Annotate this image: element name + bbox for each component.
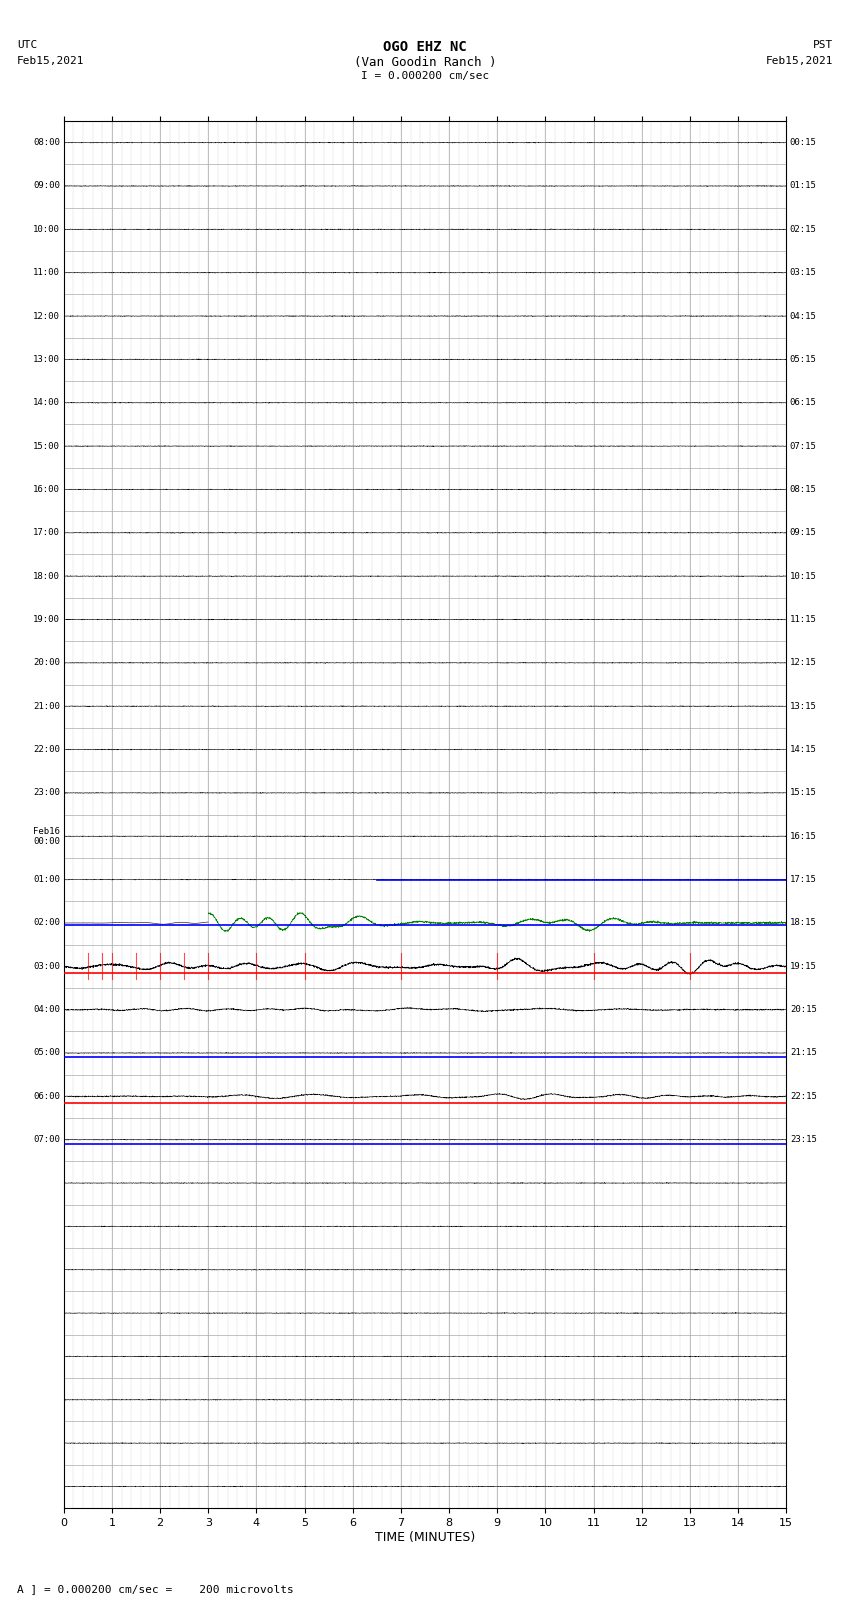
Text: 23:15: 23:15 — [790, 1136, 817, 1144]
Text: 18:00: 18:00 — [33, 571, 60, 581]
Text: I = 0.000200 cm/sec: I = 0.000200 cm/sec — [361, 71, 489, 81]
Text: 22:00: 22:00 — [33, 745, 60, 753]
Text: 13:00: 13:00 — [33, 355, 60, 365]
Text: (Van Goodin Ranch ): (Van Goodin Ranch ) — [354, 56, 496, 69]
Text: 20:15: 20:15 — [790, 1005, 817, 1015]
Text: 06:00: 06:00 — [33, 1092, 60, 1100]
Text: 04:00: 04:00 — [33, 1005, 60, 1015]
Text: 01:00: 01:00 — [33, 876, 60, 884]
Text: 21:00: 21:00 — [33, 702, 60, 711]
Text: UTC: UTC — [17, 40, 37, 50]
Text: 02:15: 02:15 — [790, 224, 817, 234]
Text: 14:00: 14:00 — [33, 398, 60, 406]
Text: 15:15: 15:15 — [790, 789, 817, 797]
Text: 12:15: 12:15 — [790, 658, 817, 668]
Text: 02:00: 02:00 — [33, 918, 60, 927]
Text: Feb15,2021: Feb15,2021 — [766, 56, 833, 66]
Text: 20:00: 20:00 — [33, 658, 60, 668]
Text: 17:15: 17:15 — [790, 876, 817, 884]
Text: 05:15: 05:15 — [790, 355, 817, 365]
Text: 22:15: 22:15 — [790, 1092, 817, 1100]
Text: 11:15: 11:15 — [790, 615, 817, 624]
Text: 08:15: 08:15 — [790, 486, 817, 494]
Text: 23:00: 23:00 — [33, 789, 60, 797]
Text: 01:15: 01:15 — [790, 182, 817, 190]
Text: Feb16
00:00: Feb16 00:00 — [33, 826, 60, 845]
Text: 09:15: 09:15 — [790, 529, 817, 537]
Text: 13:15: 13:15 — [790, 702, 817, 711]
Text: 04:15: 04:15 — [790, 311, 817, 321]
Text: 08:00: 08:00 — [33, 139, 60, 147]
Text: 11:00: 11:00 — [33, 268, 60, 277]
Text: 03:15: 03:15 — [790, 268, 817, 277]
Text: 09:00: 09:00 — [33, 182, 60, 190]
Text: OGO EHZ NC: OGO EHZ NC — [383, 40, 467, 55]
Text: Feb15,2021: Feb15,2021 — [17, 56, 84, 66]
Text: 16:00: 16:00 — [33, 486, 60, 494]
Text: 12:00: 12:00 — [33, 311, 60, 321]
Text: 07:00: 07:00 — [33, 1136, 60, 1144]
Text: 17:00: 17:00 — [33, 529, 60, 537]
X-axis label: TIME (MINUTES): TIME (MINUTES) — [375, 1531, 475, 1544]
Text: 06:15: 06:15 — [790, 398, 817, 406]
Text: 18:15: 18:15 — [790, 918, 817, 927]
Text: 05:00: 05:00 — [33, 1048, 60, 1058]
Text: 19:15: 19:15 — [790, 961, 817, 971]
Text: 03:00: 03:00 — [33, 961, 60, 971]
Text: PST: PST — [813, 40, 833, 50]
Text: 21:15: 21:15 — [790, 1048, 817, 1058]
Text: 00:15: 00:15 — [790, 139, 817, 147]
Text: 14:15: 14:15 — [790, 745, 817, 753]
Text: 19:00: 19:00 — [33, 615, 60, 624]
Text: 15:00: 15:00 — [33, 442, 60, 450]
Text: 10:15: 10:15 — [790, 571, 817, 581]
Text: 07:15: 07:15 — [790, 442, 817, 450]
Text: A ] = 0.000200 cm/sec =    200 microvolts: A ] = 0.000200 cm/sec = 200 microvolts — [17, 1584, 294, 1594]
Text: 10:00: 10:00 — [33, 224, 60, 234]
Text: 16:15: 16:15 — [790, 832, 817, 840]
